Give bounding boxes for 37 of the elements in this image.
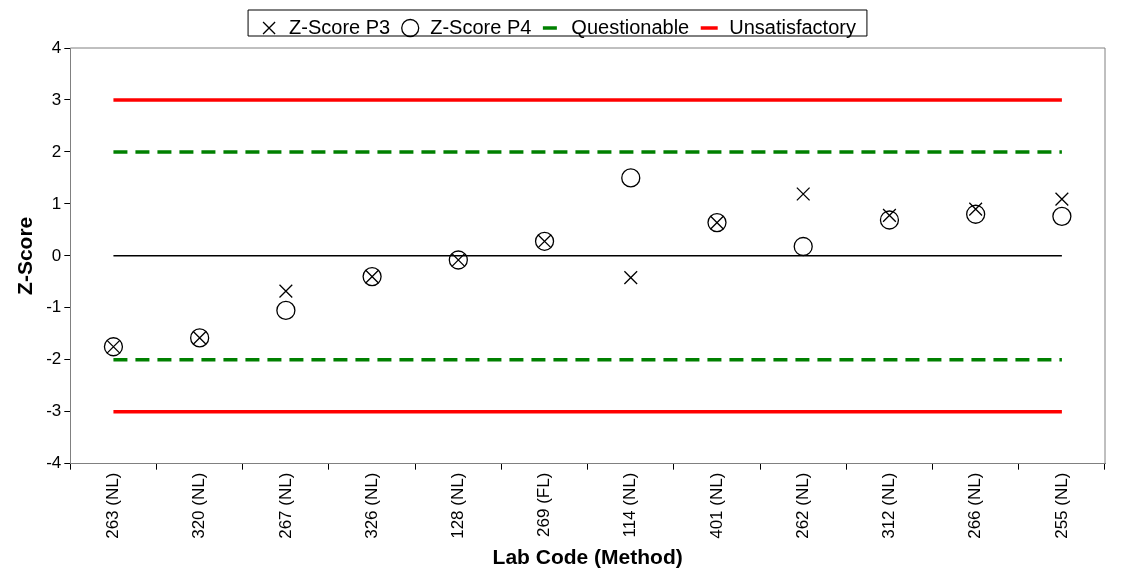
point <box>879 210 900 230</box>
x-tick-label: 320 (NL) <box>189 472 209 539</box>
x-tick-label: 263 (NL) <box>103 472 123 539</box>
x-tick-label: 267 (NL) <box>275 472 295 539</box>
x-tick-label: 255 (NL) <box>1051 472 1071 539</box>
x-tick-label: 312 (NL) <box>879 472 899 539</box>
y-tick-label: 1 <box>51 193 62 213</box>
point <box>621 168 641 188</box>
x-tick-label: 401 (NL) <box>706 472 726 539</box>
y-tick-label: -2 <box>46 349 62 369</box>
x-tick-label: 128 (NL) <box>448 472 468 539</box>
y-tick-label: 2 <box>51 141 62 161</box>
x-tick-label: 269 (FL) <box>534 472 554 537</box>
x-tick-label: 266 (NL) <box>965 472 985 539</box>
point <box>623 270 638 285</box>
y-tick-label: -3 <box>46 401 62 421</box>
x-tick-label: 114 (NL) <box>620 472 640 538</box>
point <box>1054 192 1069 207</box>
y-axis-title: Z-Score <box>13 216 37 295</box>
point <box>966 204 986 224</box>
point <box>276 300 296 321</box>
legend-label: Z-Score P3 <box>289 15 391 38</box>
y-tick-label: 4 <box>51 37 62 57</box>
point <box>1052 206 1072 226</box>
legend-label: Unsatisfactory <box>729 15 856 38</box>
y-tick-label: -4 <box>46 453 62 473</box>
legend-label: Questionable <box>571 15 690 38</box>
x-axis-title: Lab Code (Method) <box>492 545 683 569</box>
y-tick-label: -1 <box>46 297 62 317</box>
legend-label: Z-Score P4 <box>430 15 532 38</box>
point <box>793 236 813 257</box>
point <box>796 186 811 202</box>
point <box>278 284 293 299</box>
x-tick-label: 326 (NL) <box>361 472 381 539</box>
y-tick-label: 3 <box>51 89 62 109</box>
y-tick-label: 0 <box>51 245 62 265</box>
x-tick-label: 262 (NL) <box>792 472 812 539</box>
